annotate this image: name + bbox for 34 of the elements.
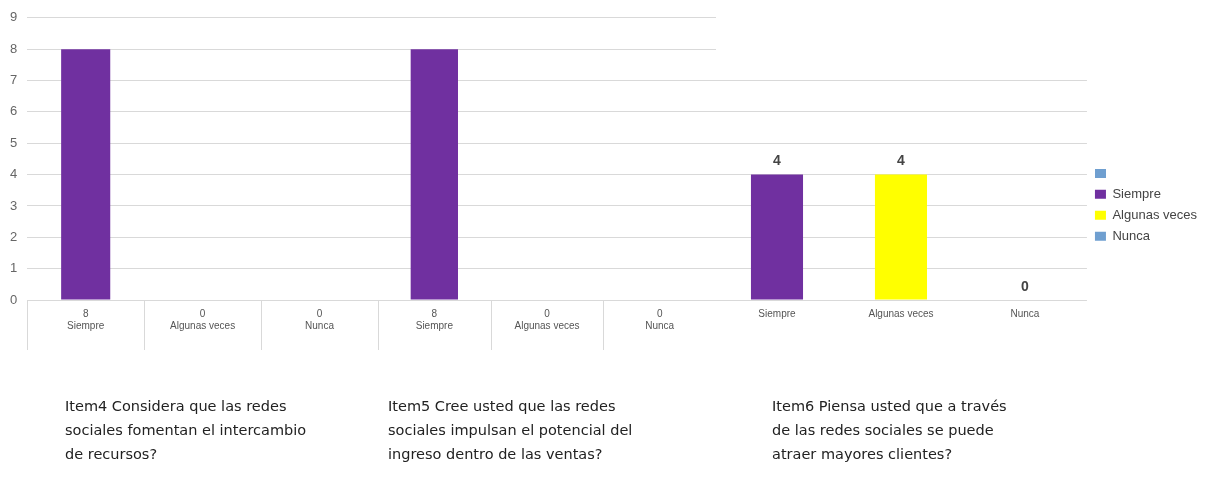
data-label: 8 — [431, 307, 438, 319]
x-tick-label: Nunca — [1010, 307, 1040, 319]
x-tick-label: Algunas veces — [868, 307, 934, 319]
x-tick-label: Algunas veces — [514, 319, 580, 331]
data-label: 0 — [656, 307, 663, 319]
y-tick-label: 0 — [10, 291, 18, 307]
y-tick-label: 4 — [10, 166, 18, 182]
y-tick-label: 1 — [10, 260, 18, 276]
y-tick-label: 9 — [10, 9, 18, 25]
legend-label: Nunca — [1112, 227, 1151, 243]
data-label: 0 — [1021, 277, 1030, 294]
x-tick-label: Algunas veces — [170, 319, 236, 331]
data-label: 4 — [897, 152, 906, 169]
y-tick-label: 6 — [10, 103, 18, 119]
data-label: 8 — [82, 307, 89, 319]
y-tick-label: 5 — [10, 134, 18, 150]
x-tick-label: Nunca — [305, 319, 335, 331]
data-label: 0 — [316, 307, 323, 319]
y-tick-label: 7 — [10, 72, 18, 88]
x-tick-label: Siempre — [67, 319, 105, 331]
text: Item5 Cree usted que las redes sociales impulsan el potencial del ingreso dentro de las ventas? — [388, 397, 634, 464]
legend-label: Siempre — [1112, 185, 1161, 201]
x-tick-label: Siempre — [415, 319, 454, 331]
x-tick-label: Nunca — [645, 319, 675, 331]
data-label: 0 — [544, 307, 551, 319]
x-tick-label: Siempre — [758, 307, 797, 319]
text: Item6 Piensa usted que a través de las redes sociales se puede atraer mayores clientes? — [772, 397, 1008, 464]
y-tick-label: 3 — [10, 197, 18, 213]
y-tick-label: 8 — [10, 40, 18, 56]
data-label: 0 — [199, 307, 206, 319]
legend-label: Algunas veces — [1112, 206, 1198, 222]
text: Item4 Considera que las redes sociales fomentan el intercambio de recursos? — [65, 397, 308, 464]
y-tick-label: 2 — [10, 228, 18, 244]
data-label: 4 — [773, 152, 782, 169]
